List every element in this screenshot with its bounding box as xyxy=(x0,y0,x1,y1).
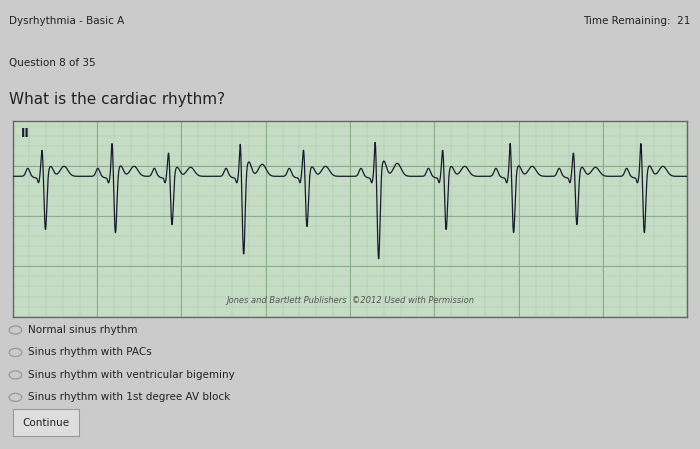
Text: Time Remaining:  21: Time Remaining: 21 xyxy=(584,16,691,26)
Text: Normal sinus rhythm: Normal sinus rhythm xyxy=(28,325,137,335)
Text: Sinus rhythm with ventricular bigeminy: Sinus rhythm with ventricular bigeminy xyxy=(28,370,235,380)
Text: What is the cardiac rhythm?: What is the cardiac rhythm? xyxy=(9,92,225,107)
Text: II: II xyxy=(22,127,30,140)
Text: Dysrhythmia - Basic A: Dysrhythmia - Basic A xyxy=(9,16,125,26)
Text: Continue: Continue xyxy=(22,418,69,427)
Text: Question 8 of 35: Question 8 of 35 xyxy=(9,58,96,68)
Text: Sinus rhythm with PACs: Sinus rhythm with PACs xyxy=(28,348,152,357)
Text: Sinus rhythm with 1st degree AV block: Sinus rhythm with 1st degree AV block xyxy=(28,392,230,402)
Text: Jones and Bartlett Publishers  ©2012 Used with Permission: Jones and Bartlett Publishers ©2012 Used… xyxy=(226,296,474,305)
